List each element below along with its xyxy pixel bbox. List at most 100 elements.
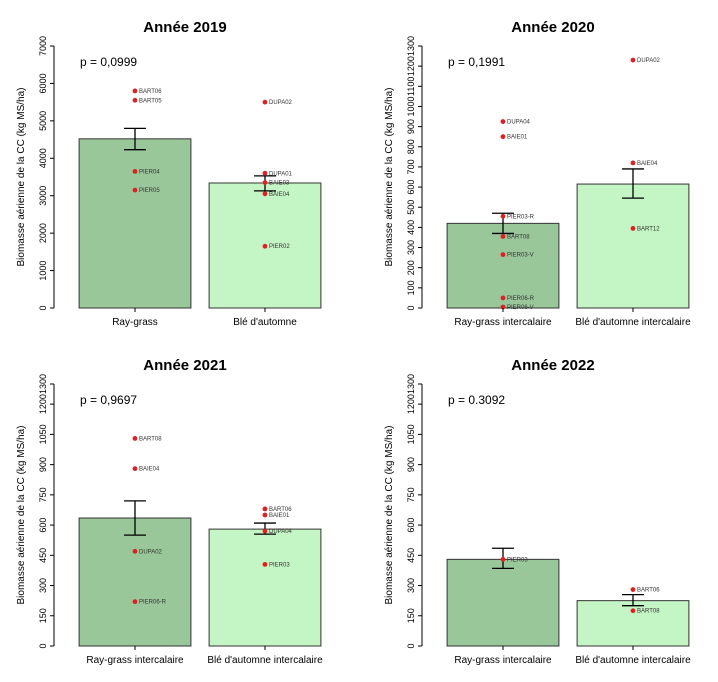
data-point <box>132 436 138 441</box>
y-tick-label: 2000 <box>38 223 48 243</box>
y-tick-label: 150 <box>38 608 48 623</box>
p-value: p = 0.3092 <box>448 393 505 407</box>
data-point <box>262 243 268 249</box>
y-axis-label: Biomasse aérienne de la CC (kg MS/ha) <box>16 426 27 605</box>
data-point <box>500 119 506 124</box>
y-tick-label: 600 <box>38 518 48 533</box>
y-tick-label: 300 <box>406 240 416 255</box>
point-label: BAIE01 <box>507 135 528 141</box>
point-label: BART08 <box>139 436 162 442</box>
data-point <box>132 97 138 103</box>
y-tick-label: 0 <box>38 643 48 648</box>
y-tick-label: 3000 <box>38 186 48 206</box>
point-label: BART06 <box>139 89 162 95</box>
x-tick-label: Ray-grass <box>112 317 158 328</box>
point-label: PIER03-V <box>507 253 534 259</box>
data-point <box>132 599 138 605</box>
y-tick-label: 300 <box>38 578 48 593</box>
y-tick-label: 450 <box>38 548 48 563</box>
y-tick-label: 1200 <box>406 394 416 414</box>
point-label: PIER03 <box>269 562 290 568</box>
bar-1 <box>78 517 192 647</box>
point-label: DUPA02 <box>139 549 163 555</box>
data-point <box>262 528 268 534</box>
y-axis-label: Biomasse aérienne de la CC (kg MS/ha) <box>384 88 395 267</box>
x-tick-label: Blé d'automne intercalaire <box>207 655 323 666</box>
data-point <box>630 587 636 592</box>
point-label: PIER05 <box>139 188 160 194</box>
data-point <box>630 225 636 231</box>
y-tick-label: 400 <box>406 220 416 235</box>
x-tick-label: Blé d'automne <box>233 317 297 328</box>
data-point <box>262 512 268 518</box>
data-point <box>262 191 268 197</box>
data-point <box>630 160 636 166</box>
panel-2020: Année 2020 0 100 200 300 400 500 600 700 800 900 10… <box>378 8 708 338</box>
y-tick-label: 750 <box>406 487 416 502</box>
y-tick-label: 1100 <box>406 77 416 96</box>
chart-2019: Année 2019 0 1000 2000 3000 4000 5000 6000 7000 B… <box>16 19 322 328</box>
panel-2021: Année 2021 0 150 300 450 600 750 900 1050 1200 130… <box>10 346 340 676</box>
y-tick-label: 800 <box>406 139 416 154</box>
y-tick-label: 1300 <box>406 36 416 56</box>
y-tick-label: 0 <box>406 305 416 310</box>
bar-2 <box>208 528 322 647</box>
p-value: p = 0,1991 <box>448 55 505 69</box>
chart-title: Année 2022 <box>511 357 594 374</box>
x-tick-label: Blé d'automne intercalaire <box>575 655 691 666</box>
point-label: BART06 <box>269 507 292 513</box>
point-label: BAIE04 <box>269 192 290 198</box>
point-label: PIER03-R <box>507 214 535 220</box>
y-tick-label: 1200 <box>406 56 416 76</box>
x-tick-label: Ray-grass intercalaire <box>86 655 184 666</box>
chart-2021: Année 2021 0 150 300 450 600 750 900 1050 1200130… <box>16 357 323 666</box>
point-label: PIER06-R <box>507 296 535 302</box>
data-point <box>262 561 268 567</box>
data-point <box>132 88 138 94</box>
y-tick-label: 1300 <box>406 374 416 394</box>
data-point <box>262 506 268 512</box>
y-tick-label: 600 <box>406 180 416 195</box>
data-point <box>132 466 138 472</box>
data-point <box>132 548 138 554</box>
data-point <box>132 168 138 174</box>
y-tick-label: 1200 <box>38 394 48 414</box>
data-point <box>500 295 506 301</box>
point-label: PIER06-R <box>139 600 167 606</box>
data-point <box>262 170 268 176</box>
y-tick-label: 900 <box>38 457 48 472</box>
data-point <box>630 608 636 614</box>
data-point <box>132 187 138 193</box>
chart-2022: Année 2022 0 150 300 450 600 750 900 1050 1200130… <box>384 357 691 666</box>
data-point <box>262 99 268 105</box>
data-point <box>500 234 506 239</box>
y-tick-label: 1050 <box>38 424 48 444</box>
y-tick-label: 900 <box>406 119 416 134</box>
chart-title: Année 2021 <box>143 357 226 374</box>
y-tick-label: 300 <box>406 578 416 593</box>
y-tick-label: 0 <box>406 643 416 648</box>
point-label: DUPA04 <box>507 120 531 126</box>
y-tick-label: 450 <box>406 548 416 563</box>
y-tick-label: 700 <box>406 159 416 174</box>
bar-1 <box>78 138 192 309</box>
data-point <box>500 213 506 219</box>
y-tick-label: 4000 <box>38 148 48 168</box>
point-label: BART08 <box>507 234 530 240</box>
y-tick-label: 900 <box>406 457 416 472</box>
point-label: BAIE04 <box>139 467 160 473</box>
y-tick-label: 500 <box>406 200 416 215</box>
y-tick-label: 600 <box>406 518 416 533</box>
bar-2 <box>576 183 690 309</box>
chart-2020: Année 2020 0 100 200 300 400 500 600 700 800 900 10… <box>384 19 691 328</box>
point-label: BAIE01 <box>269 513 290 519</box>
y-axis-label: Biomasse aérienne de la CC (kg MS/ha) <box>16 88 27 267</box>
bar-2 <box>576 600 690 647</box>
data-point <box>262 180 268 186</box>
x-tick-label: Blé d'automne intercalaire <box>575 317 691 328</box>
point-label: DUPA02 <box>269 100 293 106</box>
y-tick-label: 100 <box>406 280 416 295</box>
data-point <box>500 556 506 562</box>
p-value: p = 0,0999 <box>80 55 137 69</box>
